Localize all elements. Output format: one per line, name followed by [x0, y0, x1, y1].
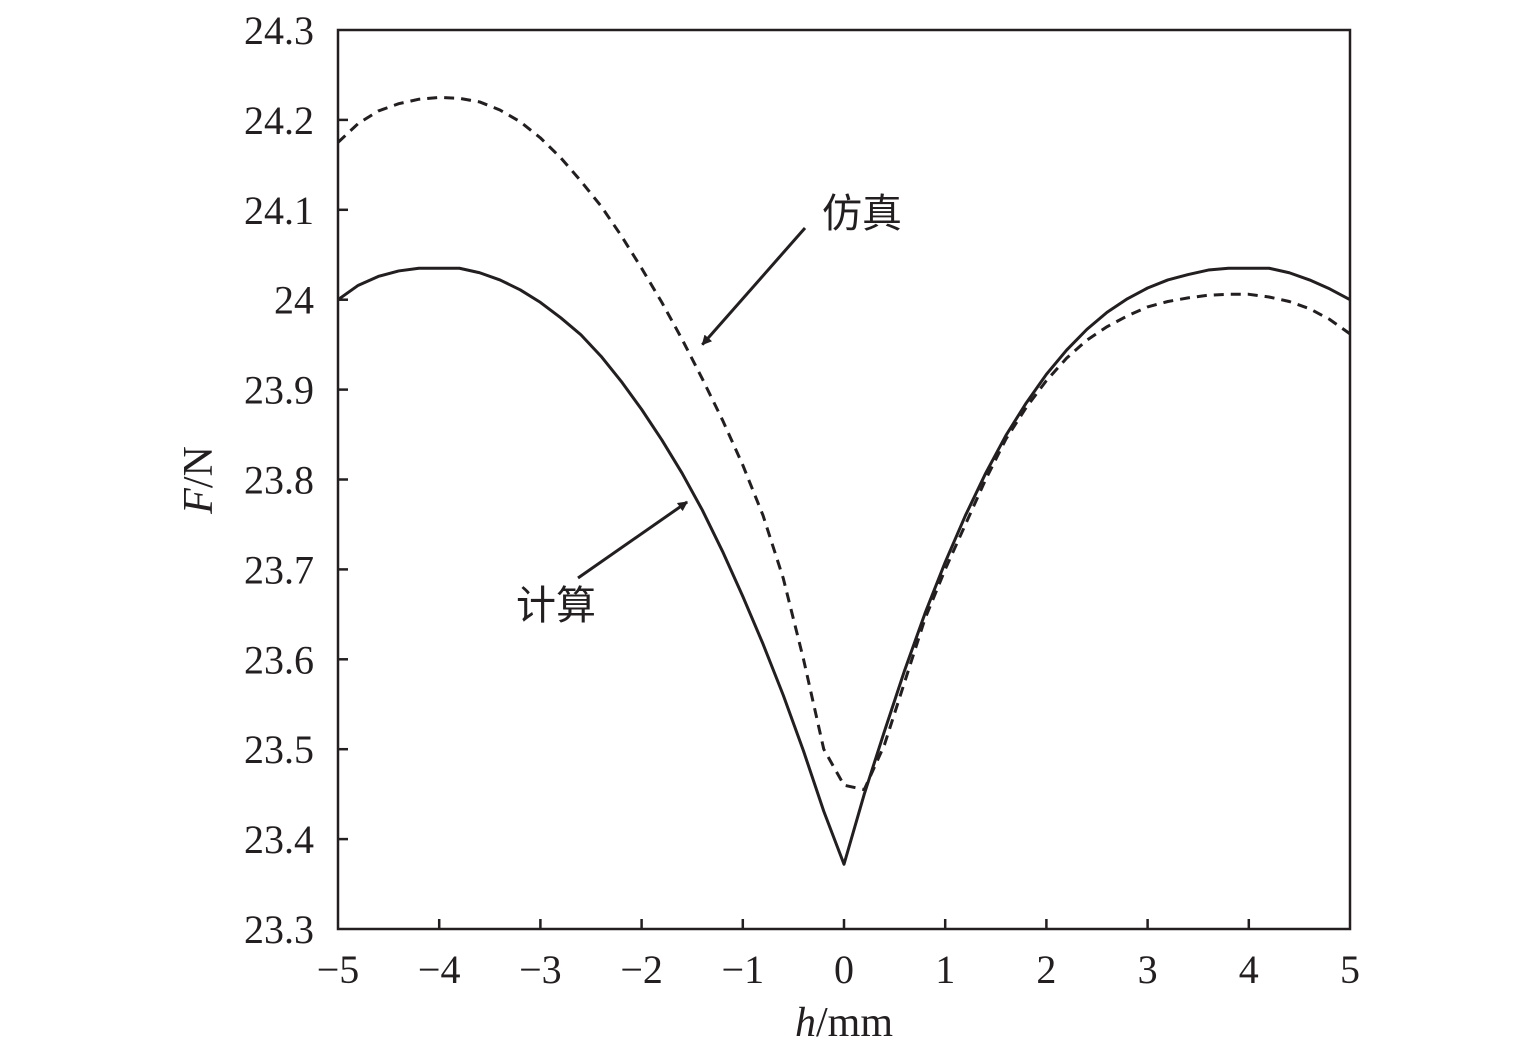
- x-tick-label: −4: [418, 947, 461, 992]
- x-tick-label: 1: [935, 947, 955, 992]
- x-tick-label: −5: [317, 947, 360, 992]
- y-tick-label: 24.1: [244, 188, 314, 233]
- x-tick-label: 5: [1340, 947, 1360, 992]
- x-tick-label: 2: [1036, 947, 1056, 992]
- y-tick-label: 23.9: [244, 368, 314, 413]
- annotation-arrow: [577, 500, 688, 580]
- plot-area: [336, 28, 1352, 931]
- x-axis-label: h/mm: [795, 1000, 893, 1046]
- y-axis-label: F/N: [176, 446, 222, 515]
- y-tick-label: 23.3: [244, 907, 314, 952]
- y-tick-label: 23.6: [244, 637, 314, 682]
- x-tick-label: −2: [620, 947, 663, 992]
- y-tick-label: 23.5: [244, 727, 314, 772]
- y-tick-label: 24.3: [244, 8, 314, 53]
- series-group: [338, 95, 1350, 866]
- series-line-calculation: [338, 266, 1350, 866]
- y-tick-label: 23.4: [244, 817, 314, 862]
- x-tick-label: 0: [834, 947, 854, 992]
- y-tick-label: 24.2: [244, 98, 314, 143]
- x-tick-label: −1: [722, 947, 765, 992]
- y-tick-label: 23.8: [244, 458, 314, 503]
- x-tick-label: 4: [1239, 947, 1259, 992]
- y-tick-label: 24: [274, 278, 314, 323]
- x-tick-label: 3: [1138, 947, 1158, 992]
- plot-frame: [336, 28, 1352, 931]
- x-axis-ticks: −5 −4 −3 −2 −1 0 1 2 3 4 5: [317, 919, 1360, 992]
- annotation-label: 计算: [516, 583, 596, 629]
- y-axis-ticks: 23.3 23.4 23.5 23.6 23.7 23.8 23.9 24 24.1 24.2 24…: [244, 8, 348, 952]
- series-line-simulation: [338, 95, 1350, 792]
- y-tick-label: 23.7: [244, 547, 314, 592]
- x-tick-label: −3: [519, 947, 562, 992]
- annotation-label: 仿真: [822, 191, 902, 237]
- annotation-arrow: [701, 227, 807, 346]
